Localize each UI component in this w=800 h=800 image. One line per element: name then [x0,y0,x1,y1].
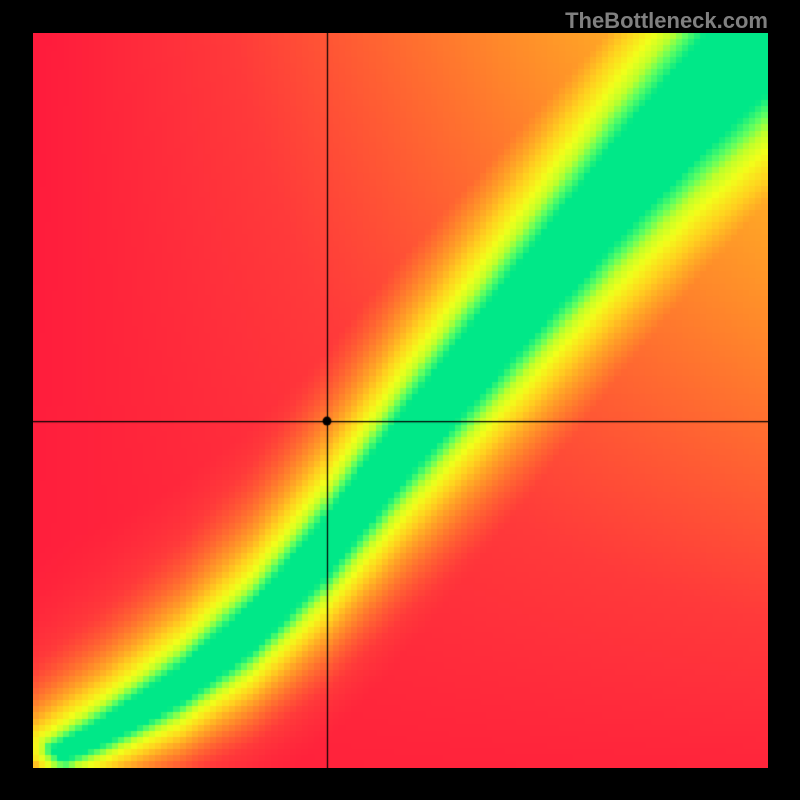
watermark-text: TheBottleneck.com [565,8,768,34]
chart-container: TheBottleneck.com [0,0,800,800]
heatmap-canvas [33,33,768,768]
